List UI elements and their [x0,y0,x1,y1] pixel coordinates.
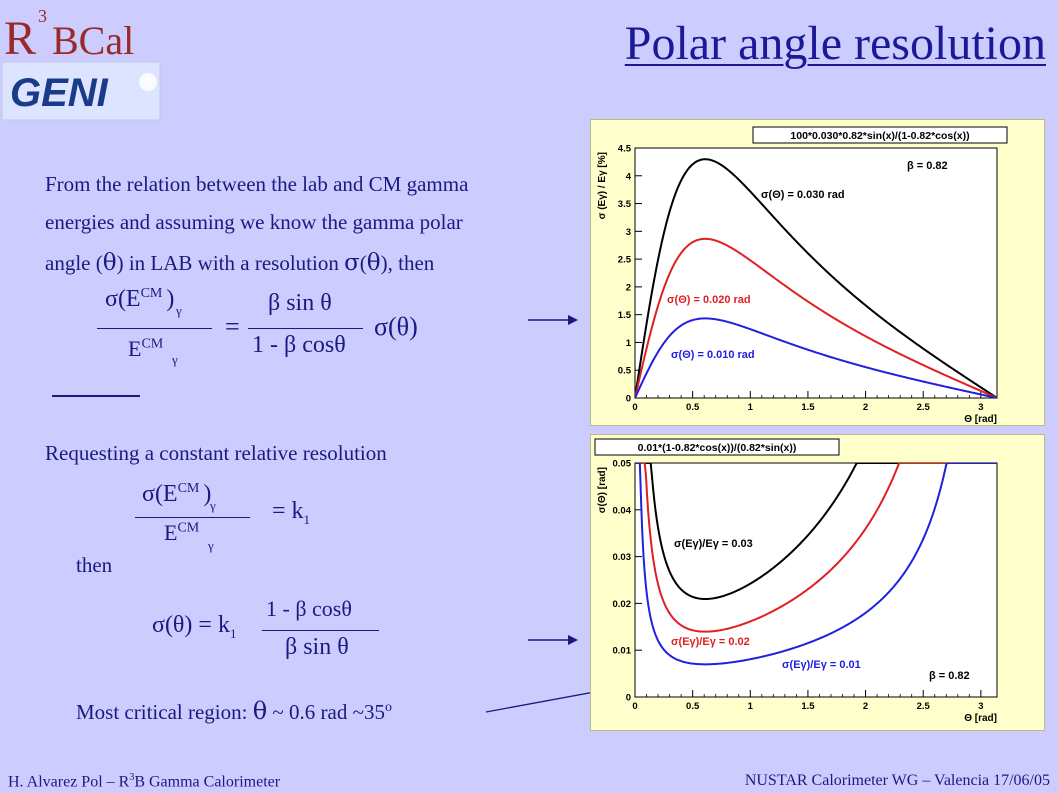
x-tick-label: 2.5 [917,701,931,712]
beta-label: β = 0.82 [907,160,948,172]
eq1-rhs-numerator: β sin θ [268,290,332,316]
eq1-gamma-sub-den: γ [172,352,178,367]
beta-label: β = 0.82 [929,670,970,682]
footer-right: NUSTAR Calorimeter WG – Valencia 17/06/0… [744,772,1050,789]
eq2-gamma-sub: γ [210,498,216,513]
series-label-0: σ(Eγ)/Eγ = 0.03 [674,538,753,550]
plot-top: 100*0.030*0.82*sin(x)/(1-0.82*cos(x)) 0 0.… [590,119,1045,426]
x-tick-label: 1 [748,701,754,712]
intro-line-2: energies and assuming we know the gamma … [45,210,463,234]
x-tick-label: 1 [748,402,754,413]
y-tick-label: 0 [626,394,631,405]
arrow-to-top-plot [528,315,578,325]
logo-geni-text: GENI [10,71,109,115]
x-tick-label: 2.5 [917,402,931,413]
y-tick-label: 0.01 [613,646,632,657]
y-tick-label: 2 [626,282,631,293]
y-tick-label: 4.5 [618,144,632,155]
x-tick-label: 3 [978,701,983,712]
arrow-to-bottom-plot [528,635,578,645]
y-tick-label: 3 [626,227,631,238]
eq2-rhs: = k1 [272,498,311,527]
series-line-0 [635,158,997,398]
eq2-fraction-line [135,517,250,518]
y-tick-label: 0.02 [613,599,632,610]
eq1-numerator: σ(ECM) [105,286,175,312]
plot-bottom: 0.01*(1-0.82*cos(x))/(0.82*sin(x)) 0 0.5 1 1… [590,434,1045,731]
series-line-0 [635,463,997,601]
critical-region-text: Most critical region: θ ~ 0.6 rad ~35o [76,697,392,725]
page-title: Polar angle resolution [624,17,1046,70]
series-line-2 [635,317,997,398]
x-axis-label: Θ [rad] [964,414,997,425]
y-axis-label: σ (Eγ) / Eγ [%] [597,152,608,219]
separator-line [52,395,140,397]
series-label-1: σ(Θ) = 0.020 rad [667,294,751,306]
intro-line-1: From the relation between the lab and CM… [45,172,469,196]
x-tick-label: 2 [863,402,868,413]
footer-left: H. Alvarez Pol – R3B Gamma Calorimeter [8,772,281,791]
chart-title-box [594,438,840,456]
eq1-rhs-line [248,328,363,329]
svg-text:BCal: BCal [52,18,134,63]
y-tick-label: 0.05 [613,459,632,470]
x-tick-label: 1.5 [801,402,815,413]
series-label-2: σ(Θ) = 0.010 rad [671,349,755,361]
eq2-gamma-sub-den: γ [208,538,214,553]
eq3-fraction-line [262,630,379,631]
plot-top-svg: 100*0.030*0.82*sin(x)/(1-0.82*cos(x)) 0 0.… [597,126,1008,425]
y-axis-label: σ(Θ) [rad] [597,467,608,513]
x-tick-label: 1.5 [801,701,815,712]
y-tick-label: 0 [626,693,631,704]
intro-line-3: angle (θ) in LAB with a resolution σ(θ),… [45,250,435,276]
series-label-2: σ(Eγ)/Eγ = 0.01 [782,659,861,671]
y-tick-label: 0.04 [613,505,632,516]
eq3-lhs: σ(θ) = k1 [152,612,237,641]
logo-r3b-text: R [4,12,36,65]
y-tick-label: 0.5 [618,366,632,377]
x-tick-label: 0.5 [686,701,700,712]
request-text: Requesting a constant relative resolutio… [45,441,387,465]
eq1-gamma-sub: γ [176,303,182,318]
plot-bottom-svg: 0.01*(1-0.82*cos(x))/(0.82*sin(x)) 0 0.5 1 1… [594,438,998,724]
then-text: then [76,553,113,577]
eq1-rhs-tail: σ(θ) [374,312,418,341]
y-tick-label: 1 [626,338,632,349]
y-tick-label: 1.5 [618,310,632,321]
x-tick-label: 0.5 [686,402,700,413]
plot-area [634,147,998,399]
y-tick-label: 4 [626,171,632,182]
x-tick-label: 3 [978,402,983,413]
y-tick-label: 3.5 [618,199,632,210]
chart-title: 100*0.030*0.82*sin(x)/(1-0.82*cos(x)) [790,130,969,142]
x-tick-label: 2 [863,701,868,712]
x-axis-label: Θ [rad] [964,713,997,724]
logo: R 3 BCal GENI [0,0,165,122]
eq3-denominator: β sin θ [285,634,349,660]
series-line-1 [635,237,997,398]
series-label-0: σ(Θ) = 0.030 rad [761,189,845,201]
series-line-1 [635,463,997,633]
x-tick-label: 0 [632,402,637,413]
eq2-numerator: σ(ECM) [142,481,212,507]
eq2-denominator: ECM [164,520,200,545]
y-tick-label: 0.03 [613,552,632,563]
series-line-2 [635,463,997,666]
series-label-1: σ(Eγ)/Eγ = 0.02 [671,636,750,648]
chart-title: 0.01*(1-0.82*cos(x))/(0.82*sin(x)) [638,442,797,454]
chart-title-box [752,126,1008,144]
eq1-denominator: ECM [128,336,164,361]
svg-text:3: 3 [38,6,47,26]
y-tick-label: 2.5 [618,255,632,266]
eq1-equals: = [225,312,240,341]
eq1-fraction-line [97,328,212,329]
eq3-numerator: 1 - β cosθ [266,596,352,621]
x-tick-label: 0 [632,701,637,712]
eq1-rhs-denominator: 1 - β cosθ [252,332,346,358]
